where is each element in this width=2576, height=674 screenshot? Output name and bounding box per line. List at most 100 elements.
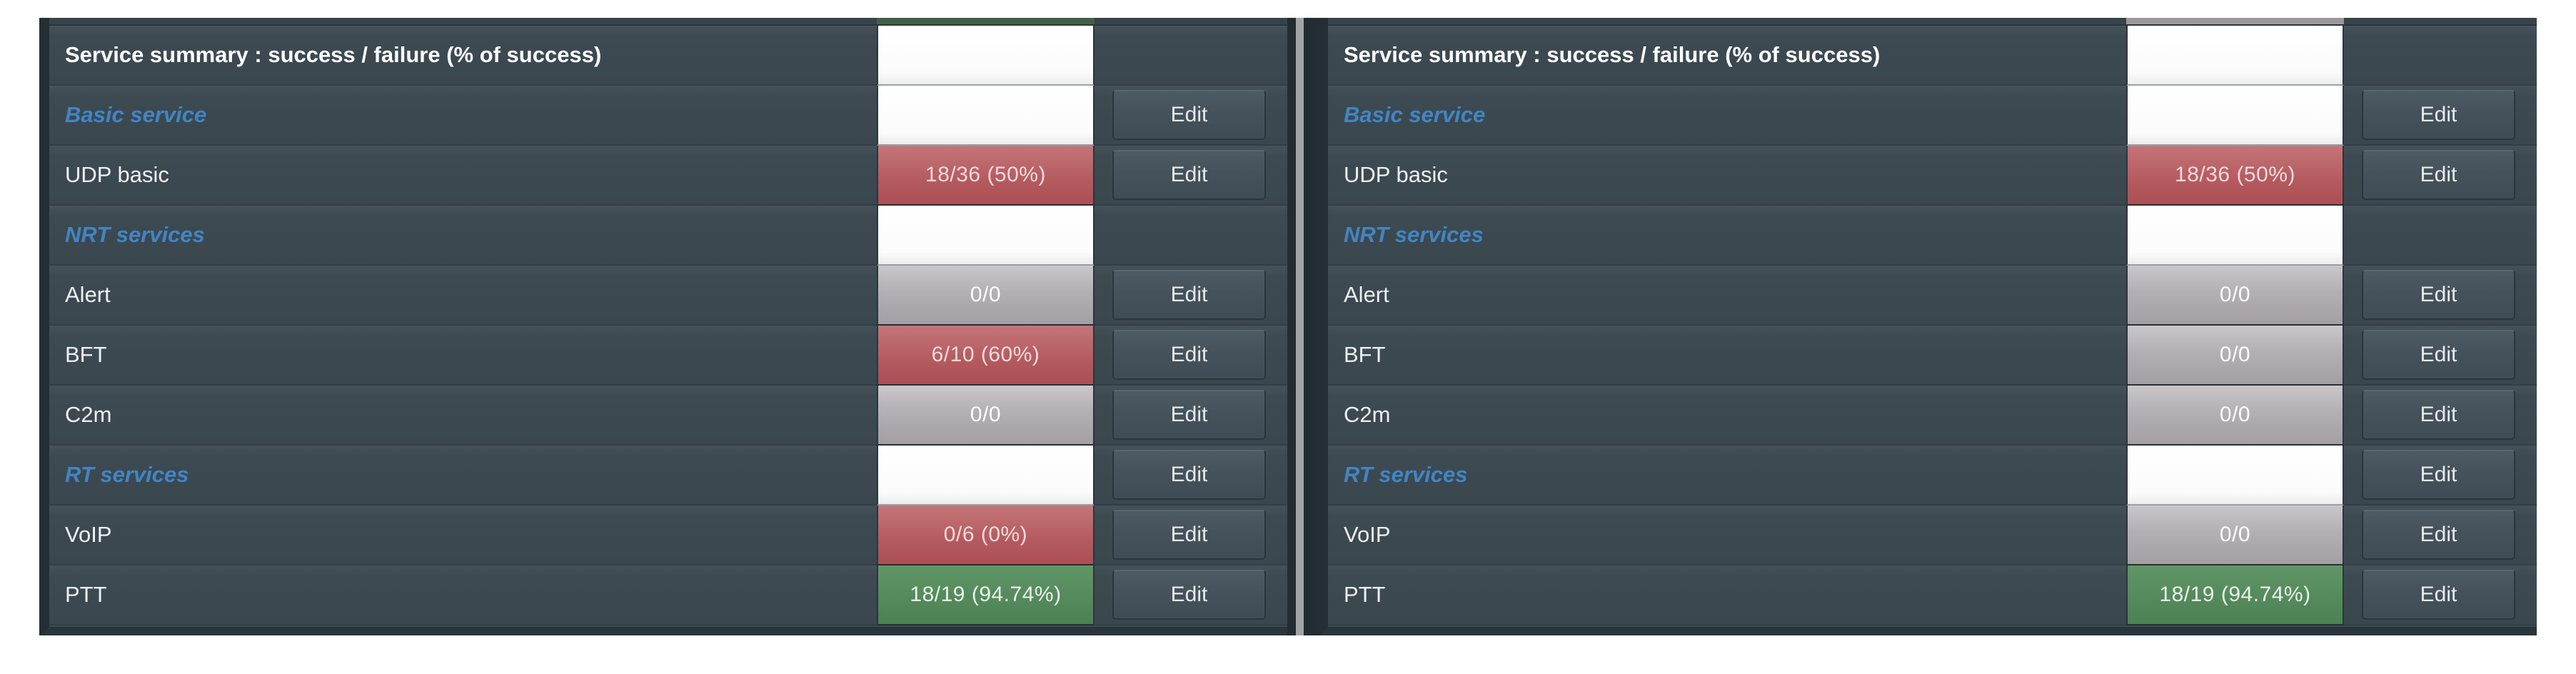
column-gap [1095,565,1112,624]
edit-button[interactable]: Edit [2362,90,2515,140]
row-right-pad [2515,86,2537,144]
edit-button[interactable]: Edit [1112,570,1266,620]
edit-cell [1112,26,1266,84]
row-label-rt-services: RT services [1344,462,1468,487]
value-cell: 18/19 (94.74%) [2126,565,2344,625]
row-right-pad [1266,565,1287,624]
table-row: BFT 6/10 (60%) Edit [49,326,1287,386]
row-label-c2m: C2m [65,402,112,427]
table-row: VoIP 0/6 (0%) Edit [49,506,1287,565]
value-cell: 18/36 (50%) [2126,146,2344,206]
table-row: Alert 0/0 Edit [49,266,1287,326]
value-cell [877,86,1095,146]
table-row: Service summary : success / failure (% o… [1328,26,2537,86]
service-summary-panel-left: Service summary : success / failure (% o… [39,18,1287,635]
edit-button[interactable]: Edit [2362,570,2515,620]
table-row: NRT services [1328,206,2537,266]
edit-cell [1112,206,1266,264]
row-label-basic-service: Basic service [1344,102,1486,127]
edit-button[interactable]: Edit [1112,510,1266,560]
table-row: BFT 0/0 Edit [1328,326,2537,386]
edit-cell: Edit [2362,326,2515,384]
row-label-nrt-services: NRT services [65,222,205,247]
row-right-pad [1266,26,1287,84]
edit-cell: Edit [1112,506,1266,564]
edit-button[interactable]: Edit [1112,330,1266,380]
row-label-udp-basic: UDP basic [1344,162,1448,187]
column-gap [2344,266,2362,324]
scrollbar-thumb[interactable] [1296,18,1304,635]
cutoff-row [49,18,1287,26]
edit-button[interactable]: Edit [1112,450,1266,500]
row-label-bft: BFT [65,342,107,367]
row-label-c2m: C2m [1344,402,1391,427]
value-cell: 0/0 [2126,326,2344,386]
edit-cell: Edit [2362,446,2515,504]
column-gap [1095,506,1112,564]
cutoff-value-cell [877,18,1095,24]
column-gap [2344,86,2362,144]
edit-button[interactable]: Edit [2362,330,2515,380]
edit-button[interactable]: Edit [2362,270,2515,320]
value-cell [2126,86,2344,146]
cutoff-row-edit-area [1095,18,1287,24]
column-gap [2344,506,2362,564]
divider-track-left [1287,18,1296,635]
row-label-basic-service: Basic service [65,102,207,127]
row-right-pad [2515,565,2537,624]
edit-button[interactable]: Edit [2362,450,2515,500]
edit-cell: Edit [1112,326,1266,384]
table-row: NRT services [49,206,1287,266]
service-summary-tables: Service summary : success / failure (% o… [39,18,2537,635]
table-row: UDP basic 18/36 (50%) Edit [49,146,1287,206]
value-cell: 0/0 [877,386,1095,446]
edit-button[interactable]: Edit [1112,150,1266,200]
edit-cell: Edit [2362,386,2515,444]
value-cell [2126,206,2344,266]
row-label-ptt: PTT [65,582,107,607]
row-label-alert: Alert [65,282,111,307]
divider-track-right [1304,18,1319,635]
edit-button[interactable]: Edit [1112,270,1266,320]
table-row: RT services Edit [1328,446,2537,506]
value-cell [2126,26,2344,86]
edit-button[interactable]: Edit [1112,390,1266,440]
row-label-voip: VoIP [65,522,112,547]
row-right-pad [1266,146,1287,204]
table-row: UDP basic 18/36 (50%) Edit [1328,146,2537,206]
cutoff-row-edit-area [2344,18,2537,24]
edit-button[interactable]: Edit [2362,390,2515,440]
column-gap [1095,86,1112,144]
cutoff-row [1328,18,2537,26]
table-row: RT services Edit [49,446,1287,506]
edit-cell: Edit [2362,565,2515,624]
value-cell [877,26,1095,86]
row-label-voip: VoIP [1344,522,1391,547]
table-row: C2m 0/0 Edit [49,386,1287,446]
column-gap [2344,565,2362,624]
column-gap [2344,146,2362,204]
table-row: Basic service Edit [1328,86,2537,146]
edit-cell: Edit [1112,86,1266,144]
row-right-pad [2515,386,2537,444]
row-right-pad [1266,266,1287,324]
value-cell: 0/6 (0%) [877,506,1095,565]
table-row: Basic service Edit [49,86,1287,146]
row-label-bft: BFT [1344,342,1386,367]
table-row: C2m 0/0 Edit [1328,386,2537,446]
row-right-pad [1266,446,1287,504]
edit-cell [2362,26,2515,84]
row-right-pad [2515,326,2537,384]
edit-button[interactable]: Edit [2362,150,2515,200]
row-label-nrt-services: NRT services [1344,222,1484,247]
value-cell [877,446,1095,506]
edit-button[interactable]: Edit [2362,510,2515,560]
service-summary-panel-right: Service summary : success / failure (% o… [1319,18,2537,635]
table-row: VoIP 0/0 Edit [1328,506,2537,565]
cutoff-value-cell [2126,18,2344,24]
row-label-service-summary-success-failure-of-success: Service summary : success / failure (% o… [65,42,602,67]
row-right-pad [1266,86,1287,144]
column-gap [1095,266,1112,324]
column-gap [1095,326,1112,384]
edit-button[interactable]: Edit [1112,90,1266,140]
